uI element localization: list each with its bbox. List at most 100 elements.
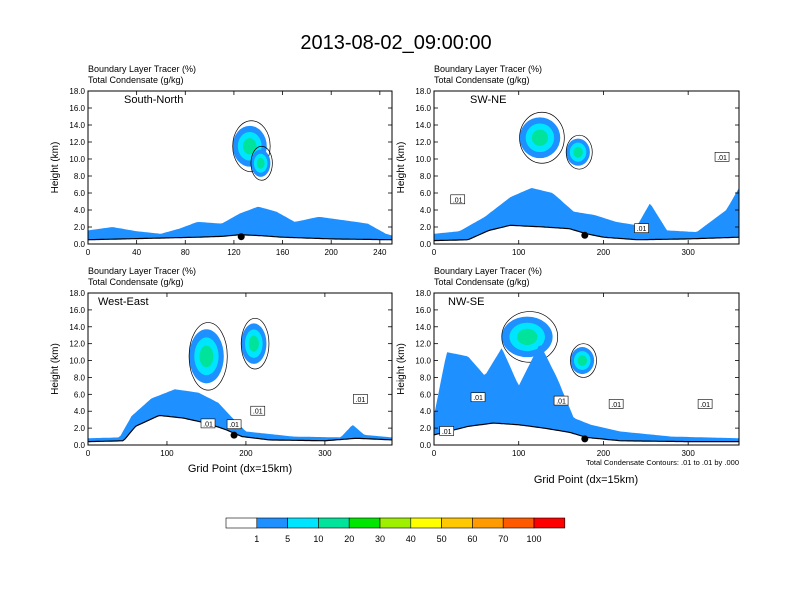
y-axis-label: Height (km) <box>396 343 407 395</box>
cloud-inner <box>517 328 538 346</box>
cloud-inner <box>248 335 259 352</box>
colorbar-swatch-5 <box>379 517 412 529</box>
contour-label-box <box>353 394 368 404</box>
condensate-label: Total Condensate (g/kg) <box>434 75 530 85</box>
panel-nw-se: Boundary Layer Tracer (%)Total Condensat… <box>396 266 740 458</box>
x-tick-label: 0 <box>86 248 91 257</box>
x-tick-label: 240 <box>373 248 387 257</box>
cloud-contour <box>519 111 565 164</box>
colorbar-label: 20 <box>344 534 354 544</box>
y-tick-label: 12.0 <box>415 138 431 147</box>
plot-frame <box>433 90 740 245</box>
y-tick-label: 18.0 <box>69 289 85 298</box>
y-axis-label: Height (km) <box>50 142 61 194</box>
y-tick-label: 2.0 <box>420 223 432 232</box>
y-tick-label: 16.0 <box>415 104 431 113</box>
colorbar-swatch-9 <box>502 517 535 529</box>
terrain-fill <box>434 423 739 445</box>
cloud-1 <box>250 145 273 181</box>
cloud-inner <box>256 157 265 169</box>
contour-label-box <box>450 194 466 205</box>
location-marker <box>581 435 589 443</box>
cloud-contour <box>188 322 228 391</box>
contour-label: .01 <box>717 155 727 162</box>
colorbar-swatch-10 <box>533 517 566 529</box>
y-tick-label: 16.0 <box>69 104 85 113</box>
location-marker <box>581 231 589 239</box>
y-tick-label: 8.0 <box>74 373 86 382</box>
contour-label: .01 <box>700 402 710 409</box>
x-tick-label: 100 <box>160 449 174 458</box>
colorbar-swatch-8 <box>472 517 504 529</box>
contour-label: .01 <box>473 395 483 402</box>
plot-content: .01 .01 .01 <box>434 111 739 244</box>
colorbar-swatch-6 <box>410 517 442 529</box>
contour-label: .01 <box>253 409 263 416</box>
colorbar-label: 5 <box>285 534 290 544</box>
contour-label-box <box>470 392 486 403</box>
contour-label: .01 <box>229 422 239 429</box>
cloud-contour <box>232 120 271 173</box>
plot-frame <box>433 292 740 446</box>
contour-label-box <box>553 395 569 406</box>
y-tick-label: 14.0 <box>69 323 85 332</box>
tracer-band-9 <box>434 345 739 445</box>
panel-title: NW-SE <box>448 296 484 308</box>
colorbar-label: 40 <box>406 534 416 544</box>
y-tick-label: 4.0 <box>74 206 86 215</box>
y-tick-label: 2.0 <box>74 424 86 433</box>
x-axis-label-right: Grid Point (dx=15km) <box>534 474 638 486</box>
cloud-1 <box>570 343 597 378</box>
panel-sw-ne: Boundary Layer Tracer (%)Total Condensat… <box>396 64 740 257</box>
y-tick-label: 0.0 <box>420 441 432 450</box>
contour-label: .01 <box>442 429 452 436</box>
location-marker <box>237 233 245 241</box>
y-axis-label: Height (km) <box>396 142 407 194</box>
y-tick-label: 18.0 <box>415 87 431 96</box>
contour-label-box <box>250 405 266 416</box>
tracer-label: Boundary Layer Tracer (%) <box>88 64 196 74</box>
x-tick-label: 160 <box>276 248 290 257</box>
plot-frame <box>87 90 393 245</box>
colorbar-swatch-2 <box>287 517 319 529</box>
contour-label: .01 <box>453 197 463 204</box>
x-tick-label: 80 <box>181 248 190 257</box>
cloud-1 <box>565 134 593 170</box>
contour-note: Total Condensate Contours: .01 to .01 by… <box>586 458 739 467</box>
y-tick-label: 10.0 <box>415 357 431 366</box>
cloud-contour <box>565 134 593 170</box>
contour-label-box <box>634 223 649 233</box>
panel-title: South-North <box>124 94 183 106</box>
colorbar-swatch-0 <box>225 517 258 529</box>
y-tick-label: 6.0 <box>420 390 432 399</box>
x-tick-label: 200 <box>597 248 611 257</box>
x-tick-label: 200 <box>239 449 253 458</box>
x-tick-label: 300 <box>318 449 332 458</box>
cloud-contour <box>501 311 559 363</box>
contour-label-box <box>226 419 242 430</box>
condensate-label: Total Condensate (g/kg) <box>434 277 530 287</box>
cloud-0 <box>519 111 565 164</box>
panel-title: SW-NE <box>470 94 506 106</box>
y-tick-label: 18.0 <box>69 87 85 96</box>
plot-content: .01 .01 .01 .01 <box>88 317 392 445</box>
y-tick-label: 12.0 <box>69 340 85 349</box>
cloud-inner <box>242 138 257 155</box>
cloud-contour <box>570 343 597 378</box>
y-tick-label: 4.0 <box>420 206 432 215</box>
cloud-inner <box>531 129 549 146</box>
y-tick-label: 4.0 <box>420 407 432 416</box>
contour-label: .01 <box>637 226 647 233</box>
condensate-label: Total Condensate (g/kg) <box>88 75 184 85</box>
panel-title: West-East <box>98 296 149 308</box>
y-tick-label: 8.0 <box>420 172 432 181</box>
cloud-inner <box>577 355 588 366</box>
x-axis-label-left: Grid Point (dx=15km) <box>188 463 292 475</box>
y-tick-label: 6.0 <box>74 189 86 198</box>
y-tick-label: 8.0 <box>74 172 86 181</box>
colorbar: 1 5 10 20 30 40 50 60 70 100 <box>225 517 566 544</box>
y-tick-label: 0.0 <box>74 240 86 249</box>
contour-label-box <box>439 426 455 436</box>
y-tick-label: 6.0 <box>420 189 432 198</box>
